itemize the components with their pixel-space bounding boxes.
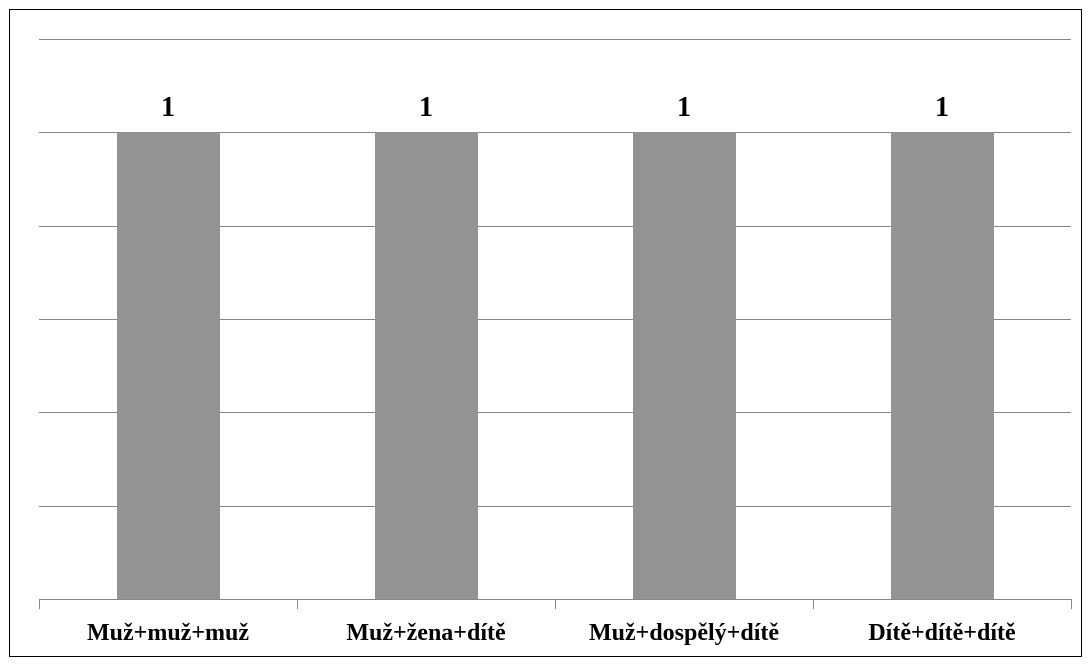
data-label: 1 xyxy=(935,92,949,123)
bar xyxy=(375,132,478,599)
x-axis xyxy=(39,599,1072,609)
data-label: 1 xyxy=(419,92,433,123)
x-tick-label: Muž+muž+muž xyxy=(87,620,249,646)
bar xyxy=(891,132,994,599)
x-tick-label: Dítě+dítě+dítě xyxy=(868,620,1016,646)
x-tick-label: Muž+dospělý+dítě xyxy=(589,620,779,646)
data-label: 1 xyxy=(161,92,175,123)
x-tick-labels: Muž+muž+muž Muž+žena+dítě Muž+dospělý+dítě… xyxy=(87,620,1016,646)
data-labels: 1 1 1 1 xyxy=(161,92,949,123)
bars xyxy=(117,132,994,599)
chart-frame: 1 1 1 1 Muž+muž+muž Muž+žena+dítě Muž+dospělý… xyxy=(9,9,1082,657)
bar xyxy=(633,132,736,599)
bar xyxy=(117,132,220,599)
data-label: 1 xyxy=(677,92,691,123)
x-tick-label: Muž+žena+dítě xyxy=(346,620,506,646)
bar-chart: 1 1 1 1 Muž+muž+muž Muž+žena+dítě Muž+dospělý… xyxy=(39,39,1072,646)
